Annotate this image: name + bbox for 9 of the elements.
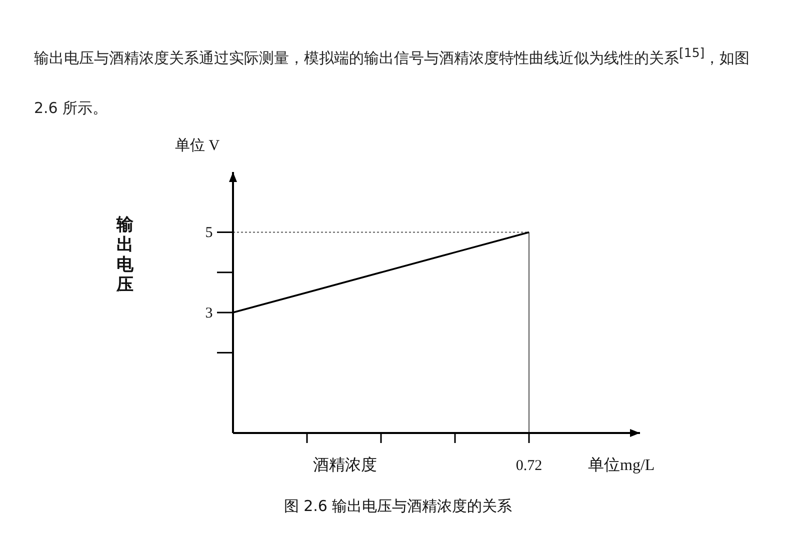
annotation: 输出电压与酒精浓度关系通过实际测量，模拟端的输出信号与酒精浓度特性曲线近似为线性的关系$^{[15]}$，如图 2.6 所示。 bbox=[34, 44, 751, 119]
annotation: 单位mg/L bbox=[588, 457, 655, 474]
ylabel: 输出电压 bbox=[116, 215, 134, 294]
xlabel: 酒精浓度 bbox=[313, 457, 377, 474]
y-tick-label: 3 bbox=[205, 306, 213, 322]
y-tick-label: 5 bbox=[205, 225, 213, 242]
annotation: 单位 V bbox=[175, 138, 220, 154]
annotation: 图 2.6 输出电压与酒精浓度的关系 bbox=[284, 497, 512, 515]
x-tick-label: 0.72 bbox=[516, 458, 542, 474]
